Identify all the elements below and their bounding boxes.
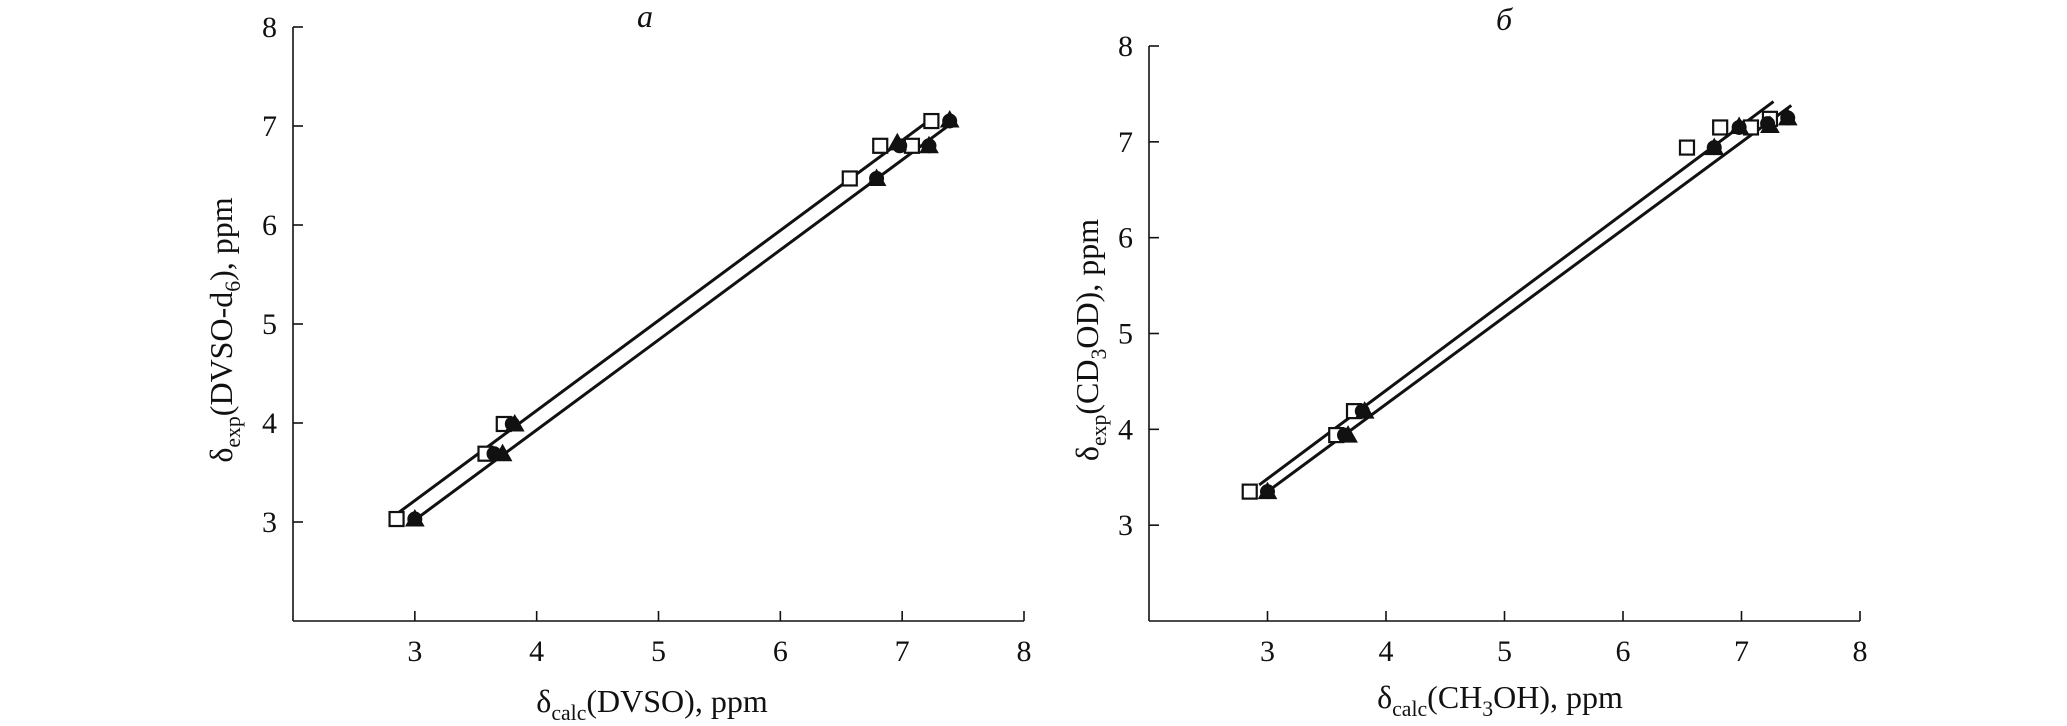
y-tick-label: 6 (262, 209, 277, 242)
marker-circle (1706, 140, 1722, 156)
axis-label-text: δ (1069, 446, 1105, 461)
y-tick-label: 7 (1118, 126, 1133, 159)
y-tick-label: 3 (1118, 509, 1133, 542)
x-tick-label: 8 (1017, 635, 1032, 668)
axis-label-text: (DVSO), ppm (586, 683, 767, 719)
x-tick-label: 7 (1734, 635, 1749, 668)
x-tick-label: 4 (1379, 635, 1394, 668)
y-tick-label: 3 (262, 506, 277, 539)
marker-circle (504, 416, 520, 432)
axis-label-subscript: 3 (1482, 697, 1493, 721)
y-tick-label: 7 (262, 110, 277, 143)
panel-label: а (637, 0, 653, 34)
axis-label-subscript: exp (221, 416, 245, 448)
axis-label-subscript: exp (1087, 415, 1111, 447)
fit-line (1258, 100, 1775, 487)
marker-square (388, 510, 405, 528)
axis-label-text: (DVSO-d (203, 292, 239, 416)
marker-circle (1337, 427, 1353, 443)
y-tick-label: 8 (1118, 30, 1133, 63)
axis-label-subscript: calc (551, 701, 586, 725)
axis-label-text: OD), ppm (1069, 219, 1105, 349)
y-tick-label: 4 (1118, 413, 1133, 446)
marker-square (872, 137, 889, 154)
x-tick-label: 7 (895, 635, 910, 668)
marker-square (1678, 139, 1696, 156)
marker-circle (1760, 116, 1776, 132)
x-tick-label: 4 (529, 635, 544, 668)
axis-label-text: δ (536, 683, 551, 719)
axis-label-text: ), ppm (203, 197, 239, 281)
y-tick-label: 5 (1118, 318, 1133, 351)
marker-circle (486, 446, 502, 462)
axis-label-subscript: 3 (1087, 349, 1111, 360)
x-tick-label: 8 (1853, 635, 1868, 668)
axis-label-text: (CD (1069, 360, 1105, 415)
x-tick-label: 6 (1616, 635, 1631, 668)
axis-label-subscript: calc (1392, 697, 1427, 721)
marker-circle (1260, 484, 1275, 500)
y-axis-label: δexp(DVSO-d6), ppm (203, 197, 245, 462)
axis-label-text: δ (1377, 679, 1392, 715)
marker-circle (921, 138, 937, 154)
y-tick-label: 6 (1118, 222, 1133, 255)
x-tick-label: 5 (651, 635, 666, 668)
axis-label-subscript: 6 (221, 281, 245, 292)
x-axis-label: δcalc(CH3OH), ppm (1377, 679, 1623, 721)
marker-circle (892, 138, 908, 154)
marker-square (1712, 119, 1729, 136)
panel-label: б (1496, 1, 1513, 37)
axis-label-text: OH), ppm (1493, 679, 1623, 715)
x-axis-label: δcalc(DVSO), ppm (536, 683, 768, 725)
x-tick-label: 6 (773, 635, 788, 668)
marker-square (841, 170, 858, 187)
marker-circle (407, 511, 423, 527)
y-tick-label: 5 (262, 308, 277, 341)
y-tick-label: 8 (262, 11, 277, 44)
marker-circle (1354, 403, 1370, 419)
x-tick-label: 3 (407, 635, 422, 668)
y-tick-label: 4 (262, 407, 277, 440)
x-tick-label: 3 (1260, 635, 1275, 668)
marker-square (923, 112, 940, 130)
axis-label-text: δ (203, 448, 239, 463)
marker-circle (942, 113, 958, 129)
marker-square (1241, 483, 1258, 500)
y-axis-label: δexp(CD3OD), ppm (1069, 219, 1111, 461)
x-tick-label: 5 (1497, 635, 1512, 668)
fit-line (1266, 104, 1793, 493)
marker-circle (1731, 119, 1747, 135)
marker-circle (1780, 110, 1796, 126)
marker-circle (869, 170, 885, 186)
axis-label-text: (CH (1427, 679, 1482, 715)
